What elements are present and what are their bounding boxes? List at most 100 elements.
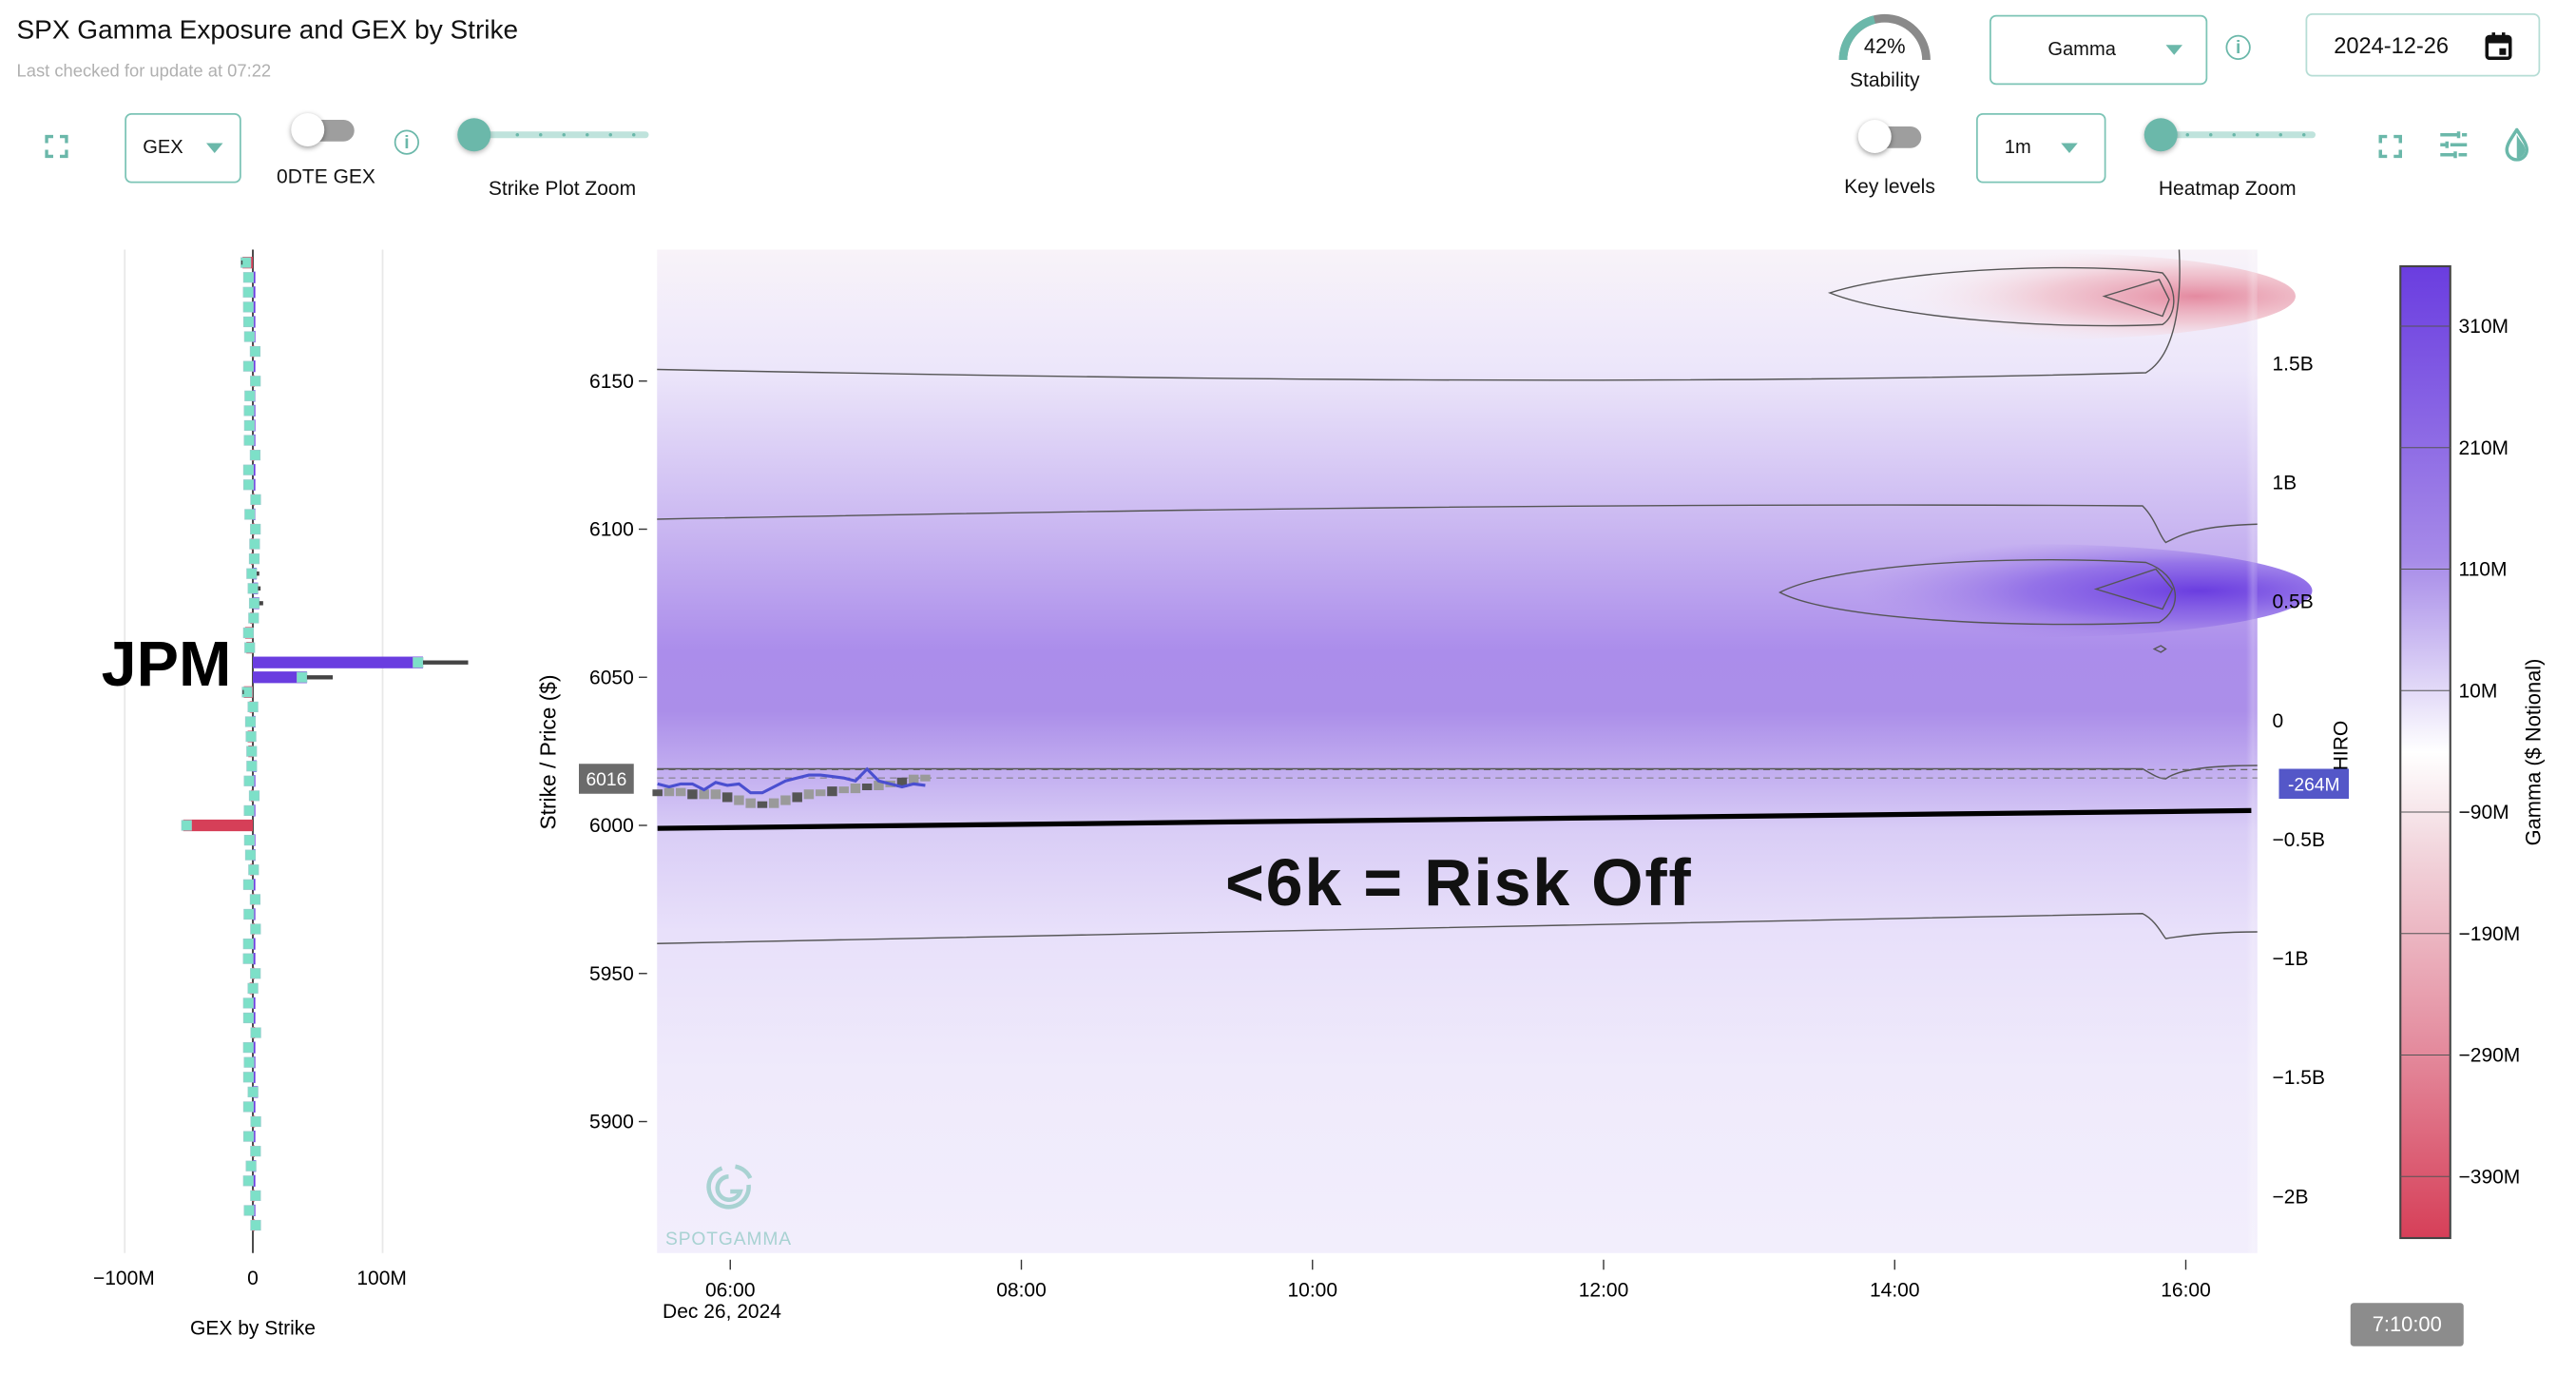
heatmap-background (657, 249, 2258, 1253)
slider-thumb[interactable] (457, 118, 491, 152)
gex-bar-marker (250, 968, 261, 979)
gex-bar (253, 953, 256, 965)
gex-bar-marker (248, 553, 260, 565)
gex-bar (253, 879, 256, 891)
gex-bar-marker (248, 612, 260, 624)
current-price-badge (579, 764, 634, 794)
gex-bar (253, 1100, 256, 1114)
chevron-down-icon (2061, 143, 2078, 153)
gex-bar-marker (243, 834, 255, 846)
gex-bar-marker (243, 908, 255, 920)
info-icon[interactable]: i (2225, 34, 2251, 60)
y-tick-label: 5950 (589, 963, 634, 985)
y-tick-label: 6100 (589, 519, 634, 541)
interval-select-value: 1m (2004, 138, 2031, 159)
gex-bar-marker (242, 1101, 255, 1113)
gex-bar (253, 464, 256, 476)
y-tick-label: 6050 (589, 667, 634, 688)
settings-sliders-icon[interactable] (2439, 130, 2470, 161)
metric-select[interactable]: GEX (125, 113, 241, 184)
gex-bar-marker (249, 538, 260, 550)
gex-bar-marker (244, 642, 256, 653)
gex-bar-marker (250, 376, 261, 387)
price-candle (838, 786, 849, 794)
gamma-colorbar: 310M 210M 110M 10M −90M −190M −290M −390M Gamma… (2399, 264, 2545, 1240)
gex-bar (253, 316, 256, 328)
gex-bar (253, 997, 256, 1010)
gex-bar-marker (243, 1205, 255, 1216)
chevron-down-icon (2165, 45, 2182, 55)
gex-bar (253, 1071, 256, 1083)
gex-bar-marker (181, 820, 192, 831)
price-candle (675, 787, 686, 797)
gex-bar-marker (242, 464, 255, 475)
gex-bar-marker (242, 479, 255, 491)
colorbar-tick-label: 110M (2459, 559, 2508, 581)
spotgamma-logo-text: SPOTGAMMA (665, 1230, 792, 1249)
heatmap-zoom-slider[interactable] (2143, 118, 2316, 152)
odte-gex-toggle[interactable] (291, 113, 355, 146)
stability-gauge (1835, 10, 1934, 64)
heatmap-ylabel: Strike / Price ($) (536, 674, 561, 829)
key-level-6000-line (657, 807, 2252, 831)
x-tick-label: 14:00 (1870, 1279, 1920, 1301)
expand-strike-plot-icon[interactable] (45, 134, 68, 159)
gex-bar-marker (250, 1219, 261, 1231)
y-tick-label: 5900 (589, 1112, 634, 1133)
price-candle (920, 774, 931, 782)
colorbar-gradient (2399, 264, 2451, 1240)
gex-bar-marker (243, 804, 255, 817)
date-picker[interactable]: 2024-12-26 (2305, 13, 2541, 77)
hiro-tick-label: −1.5B (2273, 1067, 2325, 1089)
strike-plot-zoom-slider[interactable] (457, 118, 649, 152)
gex-bar-marker (247, 1086, 259, 1097)
gamma-heatmap: <6k = Risk Off 615061006050600059505900 … (536, 249, 2352, 1323)
y-tick-label: 6150 (589, 371, 634, 393)
gex-bar-marker (242, 627, 254, 639)
heatmap-zoom-label: Heatmap Zoom (2158, 176, 2297, 201)
price-candle (699, 789, 709, 800)
gex-bar (253, 271, 256, 283)
gex-bar (253, 1130, 256, 1143)
gex-bar (253, 360, 256, 373)
interval-select[interactable]: 1m (1976, 113, 2106, 184)
gex-bar-marker (250, 1146, 261, 1157)
gex-bar (253, 1012, 256, 1024)
gex-bar-marker (244, 716, 257, 727)
gex-bar-marker (246, 568, 258, 579)
gex-bar-marker (247, 701, 259, 712)
gex-bar-marker (240, 257, 252, 268)
slider-thumb[interactable] (2143, 118, 2178, 152)
greek-select[interactable]: Gamma (1990, 14, 2208, 86)
gex-bar-marker (242, 1042, 254, 1054)
time-tooltip-text: 7:10:00 (2372, 1312, 2442, 1337)
gex-xtick-label: 100M (356, 1268, 407, 1289)
gex-bar-marker (243, 331, 255, 342)
x-tick-label: 06:00 (705, 1279, 756, 1301)
expand-heatmap-icon[interactable] (2378, 134, 2402, 159)
gex-bar (253, 656, 424, 668)
gex-bar-marker (249, 894, 261, 905)
gex-bar-marker (242, 939, 254, 950)
contour-line (2102, 279, 2170, 318)
key-levels-label: Key levels (1844, 174, 1935, 199)
calendar-icon[interactable] (2485, 30, 2512, 60)
price-candle (687, 789, 698, 800)
gex-bar-marker (243, 435, 255, 446)
gex-bar-marker (242, 1131, 255, 1142)
info-icon[interactable]: i (394, 129, 419, 155)
current-price-label: 6016 (586, 770, 626, 790)
gex-bar-marker (242, 1012, 255, 1024)
gex-bar-marker (249, 345, 261, 358)
price-candle (792, 792, 802, 803)
gex-bar-marker (413, 657, 424, 668)
contour-line (657, 504, 2258, 544)
gex-xlabel: GEX by Strike (190, 1318, 316, 1340)
colorbar-tick-label: −90M (2459, 802, 2509, 823)
key-levels-toggle[interactable] (1857, 120, 1922, 153)
color-scale-drop-icon[interactable] (2505, 126, 2529, 162)
price-candle (721, 792, 733, 803)
spotgamma-logo (706, 1164, 753, 1210)
